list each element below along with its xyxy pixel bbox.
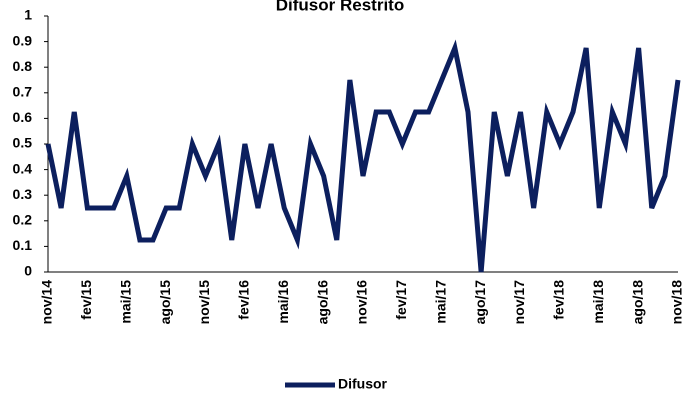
x-tick-label: fev/17 bbox=[393, 280, 409, 320]
x-tick-label: ago/16 bbox=[314, 280, 330, 325]
x-tick-label: nov/18 bbox=[669, 280, 685, 325]
y-tick-label: 0.1 bbox=[13, 237, 33, 253]
y-tick-label: 0.4 bbox=[13, 160, 33, 176]
y-tick-label: 0.6 bbox=[13, 109, 33, 125]
x-tick-label: ago/17 bbox=[472, 280, 488, 325]
x-tick-label: fev/18 bbox=[551, 280, 567, 320]
x-tick-label: nov/17 bbox=[511, 280, 527, 325]
data-line bbox=[45, 39, 681, 273]
y-tick-label: 0 bbox=[24, 263, 32, 279]
x-tick-label: fev/16 bbox=[236, 280, 252, 320]
x-tick-label: mai/16 bbox=[275, 280, 291, 324]
y-tick-label: 0.7 bbox=[13, 84, 33, 100]
y-tick-label: 0.9 bbox=[13, 32, 33, 48]
x-tick-label: nov/15 bbox=[196, 280, 212, 325]
x-tick-label: nov/14 bbox=[39, 280, 55, 325]
chart-title: Difusor Restrito bbox=[276, 0, 404, 14]
y-tick-label: 0.2 bbox=[13, 212, 33, 228]
y-tick-label: 0.8 bbox=[13, 58, 33, 74]
x-tick-label: ago/18 bbox=[629, 280, 645, 325]
y-tick-label: 1 bbox=[24, 7, 32, 23]
x-tick-label: mai/15 bbox=[117, 280, 133, 324]
x-tick-label: ago/15 bbox=[157, 280, 173, 325]
x-tick-label: mai/17 bbox=[432, 280, 448, 324]
x-tick-label: mai/18 bbox=[590, 280, 606, 324]
legend-label: Difusor bbox=[338, 376, 388, 392]
y-tick-label: 0.3 bbox=[13, 186, 33, 202]
x-tick-label: fev/15 bbox=[78, 280, 94, 320]
x-tick-label: nov/16 bbox=[354, 280, 370, 325]
y-tick-label: 0.5 bbox=[13, 135, 33, 151]
